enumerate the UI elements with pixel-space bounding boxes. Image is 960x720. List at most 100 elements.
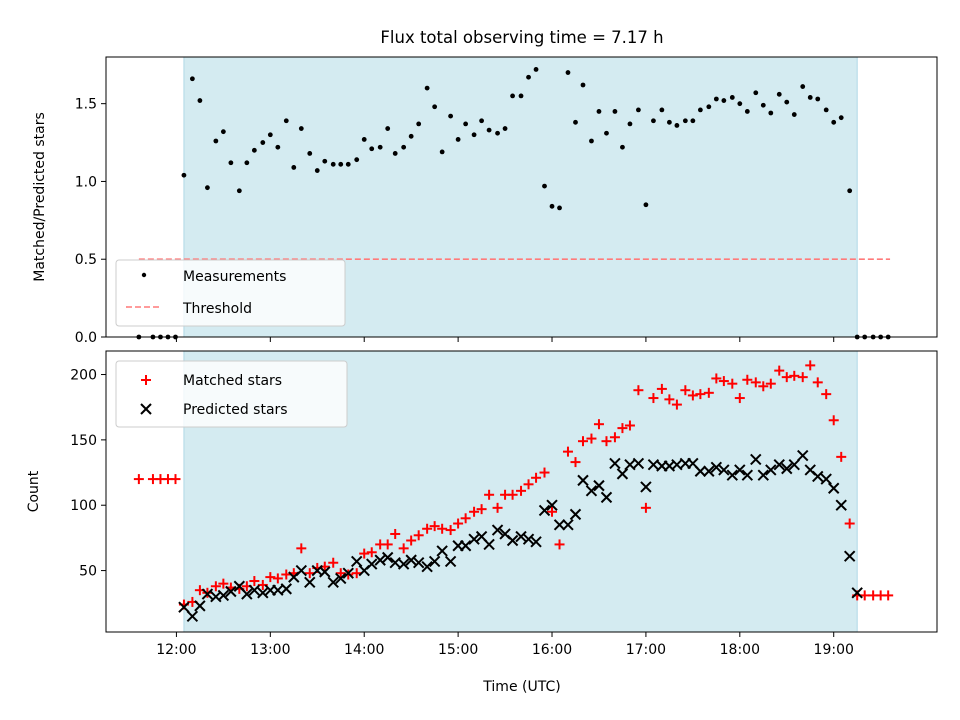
matched-star-point [351,568,362,579]
matched-star-point [570,457,581,468]
predicted-star-point [421,560,433,573]
measurement-point [713,96,719,102]
matched-star-point [335,568,346,579]
predicted-star-point [734,464,746,476]
measurement-point [439,149,445,155]
matched-star-point [727,378,738,389]
measurement-point [432,104,438,110]
count-panel-ylabel: Count [26,470,42,512]
predicted-star-point [843,550,856,562]
predicted-star-point [522,533,535,545]
matched-star-point [406,535,417,546]
predicted-star-point [797,449,809,462]
y-tick-label: 0.0 [75,330,97,346]
y-tick-label: 150 [70,433,97,449]
predicted-star-point [405,554,417,566]
measurement-point [260,140,266,145]
legend-plus-glyph [141,375,151,385]
predicted-star-point [342,567,354,579]
measurement-point [589,138,594,144]
x-axis-label: Time (UTC) [482,679,560,695]
predicted-star-point [397,558,410,570]
measurement-point [729,95,735,100]
ratio-panel-ylabel: Matched/Predicted stars [32,112,48,282]
measurement-point [573,119,578,125]
predicted-star-point [428,555,441,568]
predicted-star-point [546,499,558,511]
measurement-point [510,93,515,99]
predicted-star-point [327,576,339,589]
measurement-point [361,137,367,142]
predicted-star-point [335,572,347,585]
legend-threshold-label: Threshold [182,301,252,317]
matched-star-point [304,568,315,579]
predicted-star-point [835,499,847,511]
measurement-point [181,172,187,178]
predicted-star-point [366,558,378,570]
x-tick-label: 18:00 [720,642,760,658]
measurement-point [448,113,454,119]
measurement-point [502,126,508,131]
matched-star-point [680,385,691,396]
legend-measurements-label: Measurements [183,269,286,285]
predicted-star-point [750,453,762,466]
measurement-point [495,130,500,136]
matched-star-point [633,385,644,396]
measurement-point [518,93,524,99]
predicted-star-point [828,482,840,494]
measurement-point [251,147,257,153]
measurement-point [815,96,821,102]
matched-star-point [328,557,339,568]
matched-star-point [429,521,440,532]
measurement-point [197,98,203,103]
count-panel-legend: Matched stars Predicted stars [115,360,348,428]
matched-star-point [531,472,542,483]
ratio-panel-frame [105,56,938,338]
x-tick-label: 16:00 [532,642,572,658]
predicted-star-point [781,462,793,475]
predicted-star-point [726,469,739,481]
matched-star-point [609,432,620,443]
measurement-point [823,107,829,113]
measurement-point [838,115,844,121]
measurement-point [486,127,492,133]
predicted-star-point [491,524,504,536]
measurement-point [291,165,297,170]
predicted-star-point [194,600,206,612]
predicted-star-point [585,485,598,497]
predicted-star-point [319,566,331,578]
matched-star-point [484,489,495,500]
matched-star-point [774,365,785,376]
matched-star-point [492,502,503,513]
measurement-point [189,76,195,82]
matched-star-point [758,381,769,392]
measurement-point [744,109,750,114]
measurement-point [557,205,562,211]
measurement-point [565,70,571,75]
matched-star-point [883,590,894,601]
measurement-point [636,107,641,113]
matched-star-point [648,393,659,404]
measurement-point [760,102,766,108]
matched-star-point [547,506,558,517]
matched-star-point [812,377,823,388]
matched-star-point [789,370,800,381]
matched-star-point [687,390,698,401]
matched-star-point [734,393,745,404]
measurement-point [666,119,672,125]
measurement-point [283,118,289,124]
measurement-point [338,161,344,167]
matched-star-point [507,489,518,500]
y-tick-label: 1.5 [75,97,97,113]
measurement-point [236,188,242,194]
predicted-star-point [616,468,629,480]
measurement-point [706,104,712,110]
matched-star-point [593,419,604,430]
matched-star-point [805,360,816,371]
legend-predicted-label: Predicted stars [183,402,288,418]
legend-predicted-marker [140,403,152,415]
matched-star-point [265,572,276,583]
matched-star-point [578,436,589,447]
measurement-point [392,151,398,156]
matched-star-point [460,513,471,524]
